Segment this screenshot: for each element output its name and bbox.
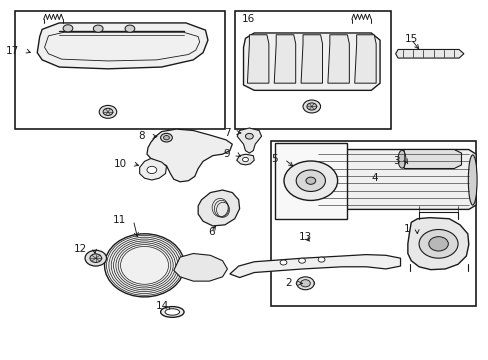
Polygon shape [354, 35, 375, 83]
Bar [15, 11, 224, 129]
Circle shape [99, 105, 117, 118]
Polygon shape [301, 172, 308, 178]
Circle shape [280, 260, 286, 265]
Text: 10: 10 [113, 159, 126, 169]
Circle shape [303, 100, 320, 113]
Polygon shape [400, 149, 461, 168]
Text: 9: 9 [223, 149, 229, 159]
Circle shape [284, 161, 337, 201]
Circle shape [103, 108, 113, 116]
Polygon shape [407, 218, 468, 270]
Polygon shape [37, 23, 207, 69]
Polygon shape [298, 182, 306, 188]
Text: 2: 2 [285, 278, 291, 288]
Polygon shape [140, 158, 166, 180]
Circle shape [90, 254, 102, 262]
Text: 5: 5 [270, 154, 277, 164]
Text: 7: 7 [224, 128, 230, 138]
Polygon shape [310, 171, 316, 177]
Circle shape [306, 103, 316, 110]
Circle shape [428, 237, 447, 251]
Text: 14: 14 [155, 301, 168, 311]
Text: 13: 13 [298, 232, 311, 242]
Polygon shape [395, 49, 463, 58]
Polygon shape [301, 35, 322, 83]
Bar [234, 11, 390, 129]
Polygon shape [147, 129, 232, 182]
Circle shape [160, 134, 172, 142]
Circle shape [242, 157, 248, 162]
Ellipse shape [311, 152, 322, 208]
Bar [274, 143, 346, 219]
Circle shape [245, 134, 253, 139]
Polygon shape [312, 149, 475, 210]
Circle shape [298, 258, 305, 263]
Polygon shape [237, 128, 261, 153]
Circle shape [93, 25, 103, 32]
Polygon shape [229, 255, 400, 278]
Text: 16: 16 [241, 14, 255, 24]
Circle shape [63, 25, 73, 32]
Text: 17: 17 [6, 46, 19, 56]
Circle shape [85, 250, 106, 266]
Polygon shape [243, 33, 379, 90]
Polygon shape [236, 154, 254, 165]
Ellipse shape [104, 234, 184, 297]
Text: 1: 1 [403, 225, 409, 234]
Polygon shape [274, 35, 295, 83]
Text: 12: 12 [74, 244, 87, 254]
Polygon shape [173, 253, 227, 281]
Ellipse shape [164, 309, 179, 315]
Ellipse shape [468, 155, 476, 205]
Circle shape [296, 170, 325, 192]
Text: 8: 8 [138, 131, 144, 141]
Circle shape [296, 277, 314, 290]
Circle shape [163, 135, 169, 140]
Polygon shape [247, 35, 268, 83]
Circle shape [300, 280, 310, 287]
Circle shape [305, 177, 315, 184]
Polygon shape [297, 177, 305, 181]
Circle shape [418, 229, 457, 258]
Text: 4: 4 [371, 173, 378, 183]
Text: 6: 6 [207, 227, 214, 237]
Polygon shape [198, 190, 239, 226]
Text: 15: 15 [404, 35, 417, 44]
Polygon shape [312, 184, 320, 189]
Polygon shape [315, 181, 324, 185]
Bar [271, 140, 475, 306]
Circle shape [147, 166, 157, 174]
Polygon shape [314, 174, 322, 179]
Ellipse shape [160, 307, 183, 318]
Polygon shape [327, 35, 348, 83]
Text: 11: 11 [113, 215, 126, 225]
Circle shape [318, 257, 325, 262]
Circle shape [125, 25, 135, 32]
Text: 3: 3 [392, 156, 399, 166]
Polygon shape [305, 185, 310, 191]
Ellipse shape [397, 150, 405, 168]
